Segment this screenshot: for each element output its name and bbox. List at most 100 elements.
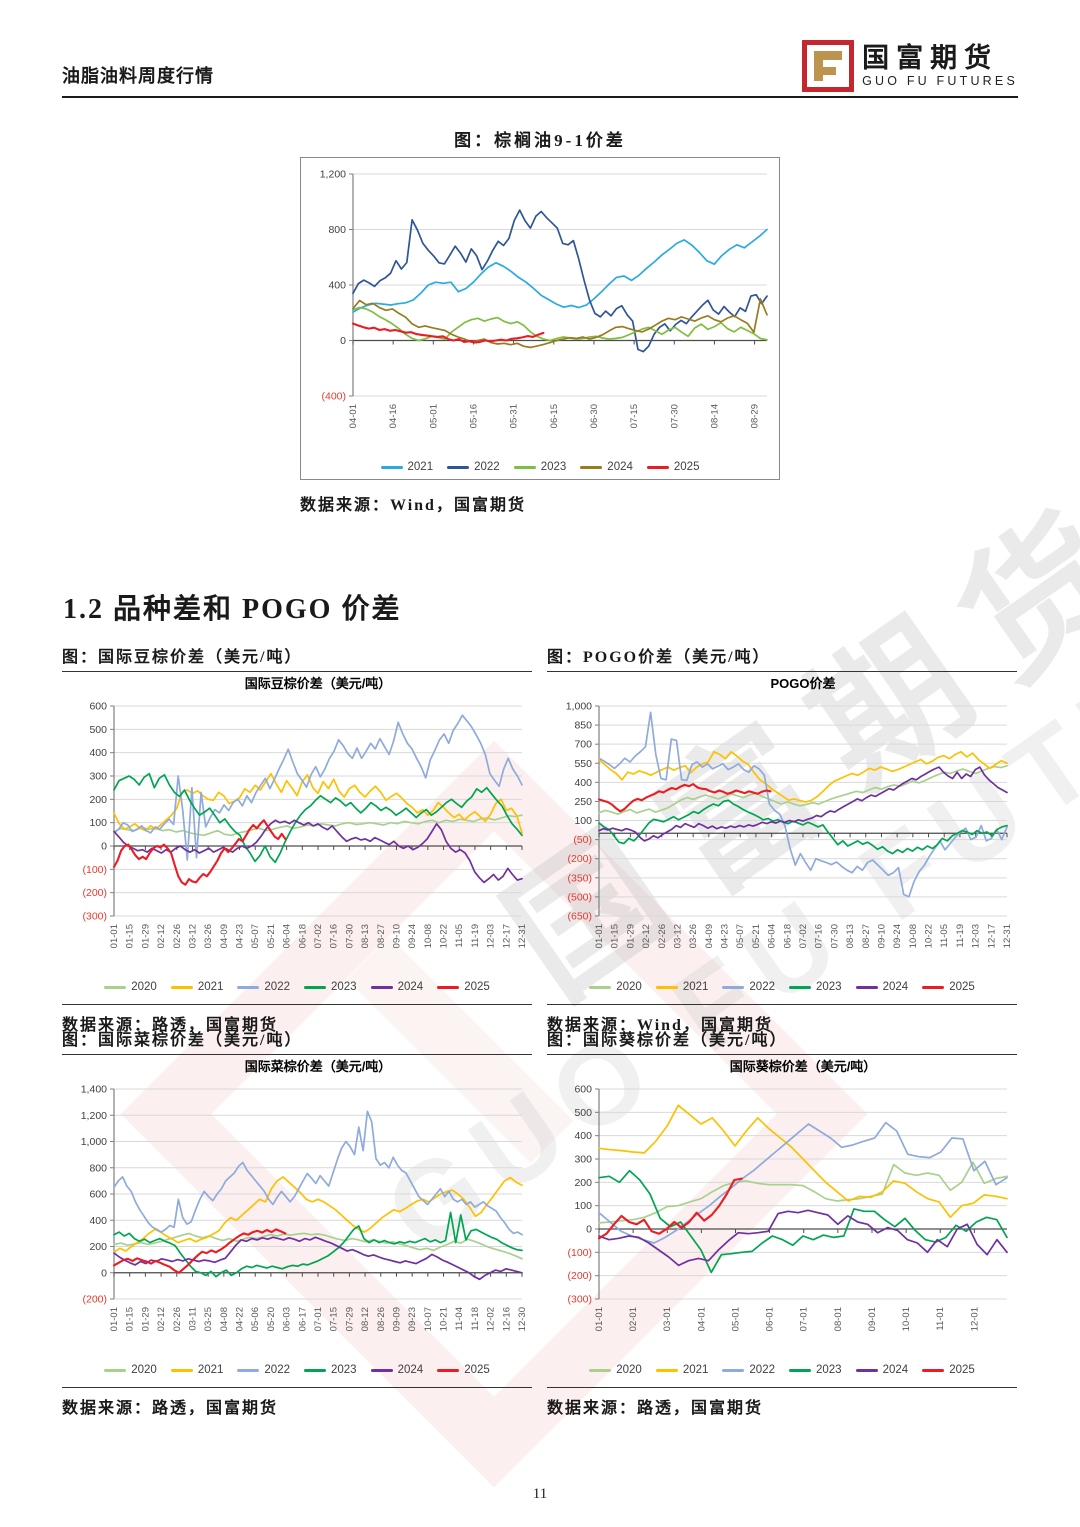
x-axis-tick-label: 05-01	[730, 1307, 741, 1331]
chart-canvas: 国际菜棕价差（美元/吨） 1,400 1,200 1,000 800 600 400 200 0…	[81, 1059, 528, 1331]
x-axis-tick-label: 08-29	[750, 404, 761, 428]
x-axis-tick-label: 11-19	[470, 924, 481, 948]
legend-swatch	[370, 985, 393, 989]
x-axis-tick-label: 02-12	[641, 924, 652, 948]
x-axis-tick-label: 02-26	[172, 1307, 183, 1331]
legend-swatch	[922, 985, 945, 989]
series-line-2025	[112, 1228, 287, 1274]
y-axis-tick-label: 1,200	[81, 1110, 107, 1122]
legend-item-2024: 2024	[370, 1364, 423, 1376]
x-axis-tick-label: 06-15	[549, 404, 560, 428]
series-line-2022	[113, 714, 523, 861]
x-axis-tick-label: 05-16	[468, 404, 479, 428]
chart-caption: 图：POGO价差（美元/吨）	[547, 643, 1017, 672]
legend-swatch	[380, 465, 403, 469]
chart-legend: 2021 2022 2023 2024 2025	[301, 459, 779, 479]
x-axis-tick-label: 01-15	[125, 924, 136, 948]
x-axis-tick-label: 03-26	[203, 924, 214, 948]
x-axis-tick-label: 12-16	[501, 1307, 512, 1331]
x-axis-tick-label: 08-12	[360, 1307, 371, 1331]
data-source-note: 数据来源：路透，国富期货	[62, 1387, 532, 1418]
x-axis-tick-label: 06-30	[589, 404, 600, 428]
chart-canvas: 国际葵棕价差（美元/吨） 600 500 400 300 200 100 0 (100) (200…	[567, 1059, 1008, 1331]
legend-item-2022: 2022	[447, 461, 500, 473]
legend-item-2021: 2021	[170, 981, 223, 993]
legend-swatch	[237, 1368, 260, 1372]
x-axis-tick-label: 03-25	[203, 1307, 214, 1331]
rapeseed-palm-spread-chart: 国际菜棕价差（美元/吨） 1,400 1,200 1,000 800 600 400 200 0…	[62, 1055, 532, 1382]
palm-9-1-spread-chart: 1,200 800 400 0 (400) 04-01 04-16 05-01 05-16 05-…	[301, 158, 779, 479]
x-axis-tick-label: 02-01	[628, 1307, 639, 1331]
x-axis-tick-label: 07-16	[329, 924, 340, 948]
series-line-2020	[598, 764, 1008, 816]
x-axis-tick-label: 10-08	[423, 924, 434, 948]
legend-swatch	[437, 985, 460, 989]
chart-inner-title: 国际葵棕价差（美元/吨）	[730, 1059, 877, 1074]
series-line-2023	[113, 1211, 523, 1278]
x-axis-tick-label: 08-26	[376, 1307, 387, 1331]
x-axis-tick-label: 09-23	[407, 1307, 418, 1331]
x-axis-tick-label: 04-23	[720, 924, 731, 948]
y-axis-tick-label: 600	[89, 1189, 107, 1201]
y-axis-tick-label: 700	[574, 739, 592, 751]
x-axis-tick-label: 03-01	[662, 1307, 673, 1331]
y-axis-tick-label: (400)	[321, 391, 346, 403]
y-axis-tick-label: (300)	[82, 911, 107, 923]
y-axis-tick-label: 400	[574, 777, 592, 789]
legend-swatch	[370, 1368, 393, 1372]
x-axis-tick-label: 05-21	[266, 924, 277, 948]
data-source-note: 数据来源：Wind，国富期货	[300, 497, 526, 514]
x-axis-tick-label: 05-21	[751, 924, 762, 948]
legend-item-2020: 2020	[589, 1364, 642, 1376]
x-axis-tick-label: 05-31	[509, 404, 520, 428]
y-axis-tick-label: 800	[89, 1162, 107, 1174]
x-axis-tick-label: 04-09	[704, 924, 715, 948]
legend-item-2023: 2023	[789, 981, 842, 993]
x-axis-tick-label: 05-07	[250, 924, 261, 948]
y-axis-tick-label: 400	[328, 280, 346, 292]
legend-item-2020: 2020	[104, 1364, 157, 1376]
x-axis-tick-label: 09-09	[391, 1307, 402, 1331]
legend-item-2021: 2021	[655, 981, 708, 993]
x-axis-tick-label: 01-01	[109, 924, 120, 948]
legend-swatch	[447, 465, 470, 469]
x-axis-tick-label: 07-01	[313, 1307, 324, 1331]
x-axis-tick-label: 09-24	[892, 924, 903, 948]
x-axis-tick-label: 12-03	[971, 924, 982, 948]
x-axis-tick-label: 11-04	[454, 1307, 465, 1331]
series-line-2024	[352, 298, 768, 349]
y-axis-tick-label: 850	[574, 720, 592, 732]
legend-swatch	[437, 1368, 460, 1372]
series-line-2025	[597, 1177, 743, 1240]
legend-swatch	[170, 1368, 193, 1372]
x-axis-tick-label: 11-18	[470, 1307, 481, 1331]
y-axis-tick-label: 400	[574, 1130, 592, 1142]
legend-swatch	[855, 985, 878, 989]
legend-item-2021: 2021	[170, 1364, 223, 1376]
x-axis-tick-label: 10-22	[439, 924, 450, 948]
y-axis-tick-label: (350)	[567, 872, 592, 884]
legend-swatch	[304, 1368, 326, 1372]
series-line-2023	[598, 799, 1008, 855]
legend-swatch	[237, 985, 260, 989]
legend-item-2025: 2025	[437, 1364, 490, 1376]
chart-block-palm-9-1-spread: 图：棕榈油9-1价差 1,200 800 400 0 (400) 04-01 04-16 05…	[300, 126, 780, 515]
x-axis-tick-label: 06-04	[767, 924, 778, 948]
x-axis-tick-label: 05-20	[266, 1307, 277, 1331]
x-axis-tick-label: 03-12	[187, 924, 198, 948]
x-axis-tick-label: 12-31	[1002, 924, 1013, 948]
y-axis-tick-label: 200	[89, 1241, 107, 1253]
document-title: 油脂油料周度行情	[62, 66, 214, 86]
chart-caption: 图：棕榈油9-1价差	[454, 131, 626, 150]
x-axis-tick-label: 07-29	[344, 1307, 355, 1331]
chart-caption: 图：国际葵棕价差（美元/吨）	[547, 1026, 1017, 1055]
x-axis-tick-label: 10-01	[901, 1307, 912, 1331]
x-axis-tick-label: 07-15	[329, 1307, 340, 1331]
series-line-2024	[113, 1236, 523, 1281]
x-axis-tick-label: 04-23	[235, 924, 246, 948]
chart-block-sunflower-palm-spread: 图：国际葵棕价差（美元/吨） 国际葵棕价差（美元/吨） 600 500 400 300 2…	[547, 1026, 1017, 1418]
x-axis-tick-label: 03-11	[187, 1307, 198, 1331]
x-axis-tick-label: 01-01	[109, 1307, 120, 1331]
y-axis-tick-label: 0	[340, 335, 346, 347]
x-axis-tick-label: 04-22	[235, 1307, 246, 1331]
